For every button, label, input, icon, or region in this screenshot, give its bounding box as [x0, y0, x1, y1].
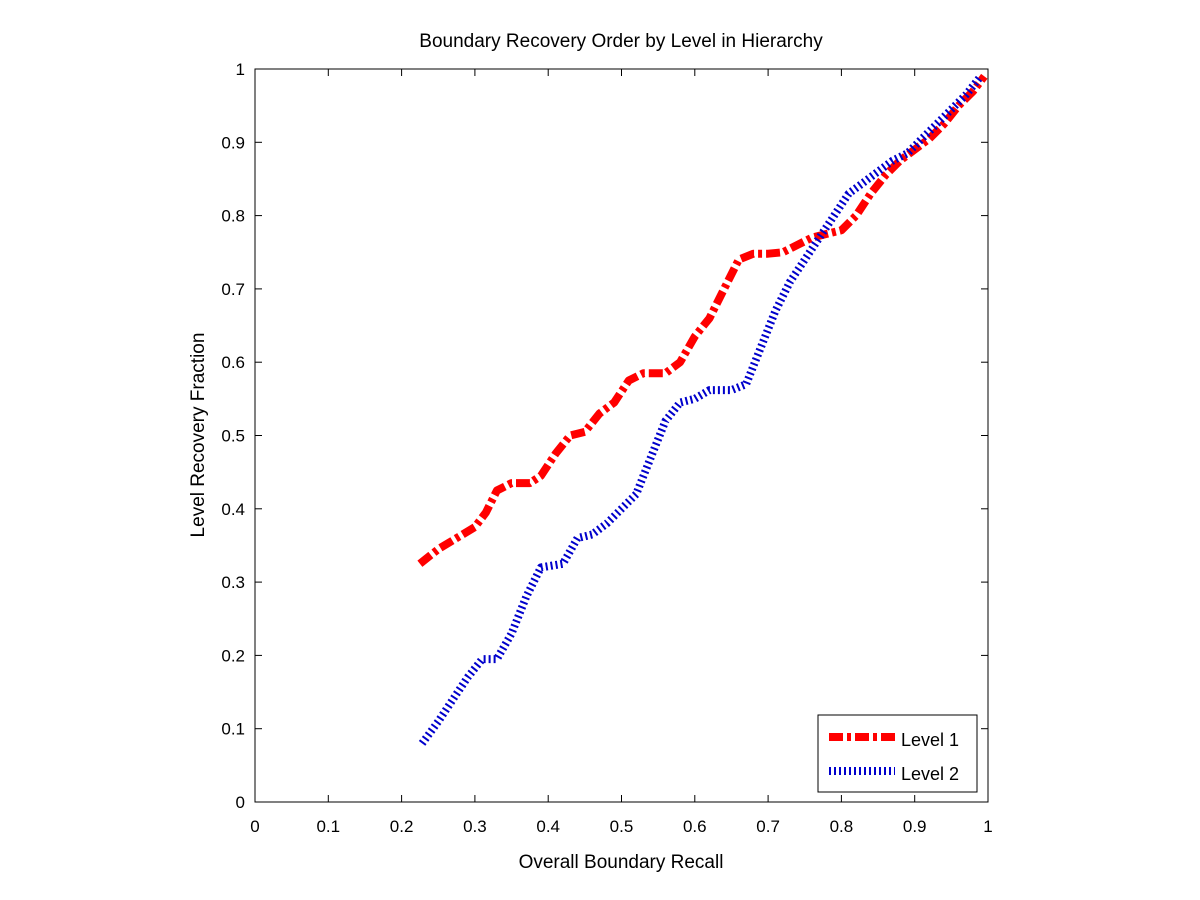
- y-axis-label: Level Recovery Fraction: [188, 333, 209, 538]
- y-tick-label: 0.9: [221, 133, 245, 152]
- x-tick-label: 0.3: [463, 817, 487, 836]
- chart-title: Boundary Recovery Order by Level in Hier…: [419, 31, 823, 52]
- x-axis-label: Overall Boundary Recall: [519, 852, 724, 873]
- y-tick-label: 1: [236, 60, 245, 79]
- y-tick-label: 0.6: [221, 353, 245, 372]
- x-axis: 0 0.1 0.2 0.3 0.4 0.5 0.6 0.7 0.8 0.9 1: [250, 69, 993, 836]
- x-tick-label: 0.5: [610, 817, 634, 836]
- y-tick-label: 0.8: [221, 207, 245, 226]
- legend-label-level-1: Level 1: [901, 730, 959, 750]
- x-tick-label: 0.6: [683, 817, 707, 836]
- x-tick-label: 0.8: [830, 817, 854, 836]
- y-tick-label: 0.2: [221, 646, 245, 665]
- legend-label-level-2: Level 2: [901, 764, 959, 784]
- series-line-level-2: [418, 73, 984, 746]
- x-tick-label: 0.9: [903, 817, 927, 836]
- y-tick-label: 0.5: [221, 427, 245, 446]
- x-tick-label: 0.2: [390, 817, 414, 836]
- x-tick-label: 0.7: [756, 817, 780, 836]
- x-tick-label: 0: [250, 817, 259, 836]
- legend: Level 1 Level 2: [817, 714, 978, 793]
- series-line-level-1: [417, 73, 988, 567]
- x-tick-label: 1: [983, 817, 992, 836]
- legend-box: [817, 714, 978, 793]
- x-tick-label: 0.1: [316, 817, 340, 836]
- y-axis: 0 0.1 0.2 0.3 0.4 0.5 0.6 0.7 0.8 0.9 1: [221, 60, 988, 812]
- x-tick-label: 0.4: [536, 817, 560, 836]
- y-tick-label: 0.7: [221, 280, 245, 299]
- y-tick-label: 0.3: [221, 573, 245, 592]
- series-layer: [417, 73, 988, 746]
- y-tick-label: 0: [236, 793, 245, 812]
- y-tick-label: 0.1: [221, 720, 245, 739]
- y-tick-label: 0.4: [221, 500, 245, 519]
